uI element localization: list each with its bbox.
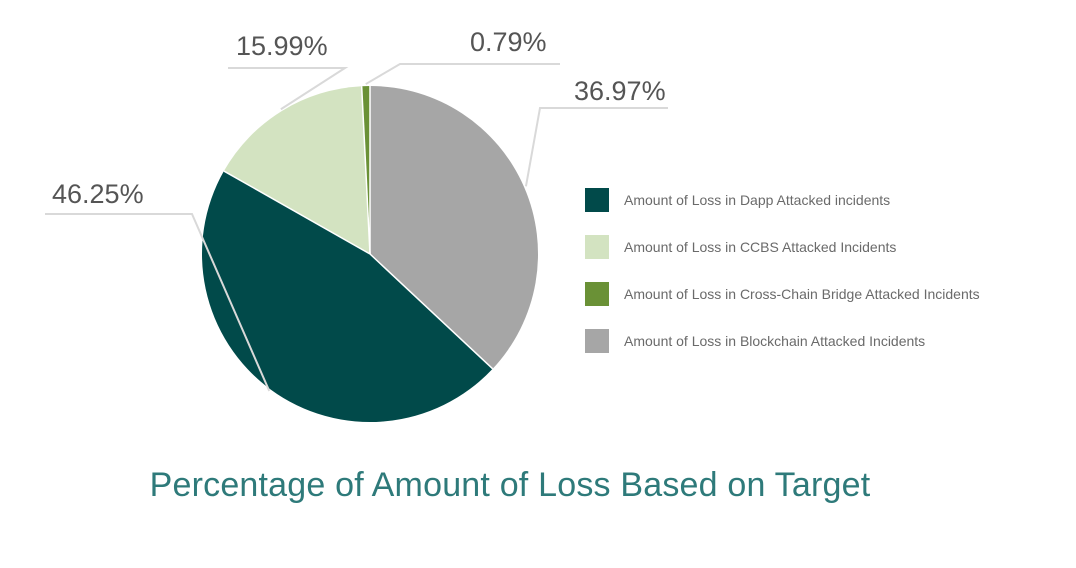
legend-item-ccbs: Amount of Loss in CCBS Attacked Incident… (585, 235, 980, 259)
leader-line-blockchain (524, 107, 668, 187)
pct-label-dapp: 46.25% (52, 179, 144, 209)
legend-label-blockchain: Amount of Loss in Blockchain Attacked In… (624, 333, 926, 349)
leader-lines (45, 63, 668, 392)
pct-label-cross-chain-bridge: 0.79% (470, 27, 547, 57)
pct-label-ccbs: 15.99% (236, 31, 328, 61)
slice-separator (360, 86, 371, 255)
pie-slice-dapp (202, 171, 493, 422)
legend-swatch-blockchain (585, 329, 609, 353)
leader-line-cross-chain-bridge (365, 63, 560, 85)
legend-item-cross-chain-bridge: Amount of Loss in Cross-Chain Bridge Att… (585, 282, 980, 306)
legend-label-cross-chain-bridge: Amount of Loss in Cross-Chain Bridge Att… (624, 286, 980, 302)
pie-slice-ccbs (223, 86, 370, 254)
legend-swatch-ccbs (585, 235, 609, 259)
legend: Amount of Loss in Dapp Attacked incident… (585, 188, 980, 376)
pct-label-blockchain: 36.97% (574, 76, 666, 106)
leader-line-ccbs (228, 67, 349, 111)
leader-line-dapp (45, 213, 271, 392)
legend-swatch-cross-chain-bridge (585, 282, 609, 306)
slice-separator (369, 253, 494, 370)
slice-separator (223, 170, 371, 255)
legend-item-blockchain: Amount of Loss in Blockchain Attacked In… (585, 329, 980, 353)
percentage-labels: 36.97% 46.25% 15.99% 0.79% (52, 27, 666, 209)
legend-label-ccbs: Amount of Loss in CCBS Attacked Incident… (624, 239, 897, 255)
legend-item-dapp: Amount of Loss in Dapp Attacked incident… (585, 188, 980, 212)
legend-swatch-dapp (585, 188, 609, 212)
pie-slice-blockchain (370, 86, 538, 369)
pie-slices (202, 86, 538, 422)
chart-title: Percentage of Amount of Loss Based on Ta… (149, 466, 871, 504)
legend-label-dapp: Amount of Loss in Dapp Attacked incident… (624, 192, 891, 208)
